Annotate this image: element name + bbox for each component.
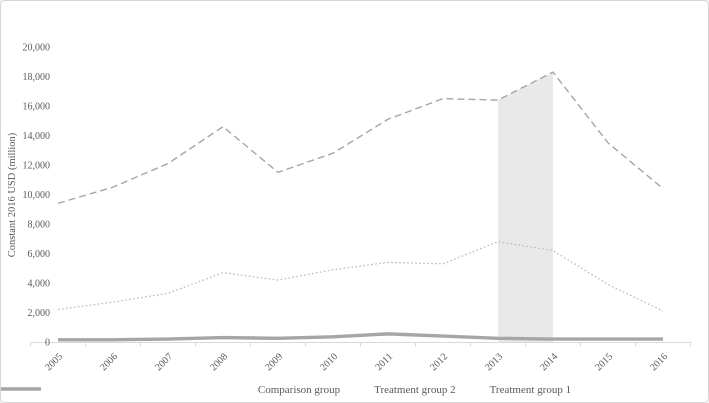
x-tick-label: 2005 xyxy=(43,351,65,373)
y-tick-label: 0 xyxy=(45,338,50,349)
y-tick-label: 6,000 xyxy=(28,249,51,260)
y-tick-label: 2,000 xyxy=(28,308,51,319)
x-tick-label: 2007 xyxy=(153,351,175,373)
x-tick-label: 2009 xyxy=(263,351,285,373)
treatment-group-1-line xyxy=(58,332,663,342)
x-tick-label: 2008 xyxy=(208,351,230,373)
chart-legend: Comparison group Treatment group 2 Treat… xyxy=(1,384,708,396)
y-axis-title: Constant 2016 USD (million) xyxy=(7,132,18,257)
legend-label: Comparison group xyxy=(257,384,341,396)
x-tick-label: 2012 xyxy=(428,351,450,373)
x-tick-label: 2015 xyxy=(593,351,615,373)
y-tick-label: 18,000 xyxy=(23,72,51,83)
x-tick-label: 2013 xyxy=(483,351,505,373)
treatment-group-2-line xyxy=(57,241,664,312)
legend-label: Treatment group 2 xyxy=(374,384,456,396)
x-tick-label: 2014 xyxy=(538,351,560,373)
legend-item-treatment-group-2: Treatment group 2 xyxy=(1,384,456,396)
comparison-group-line xyxy=(57,71,664,205)
solid-line-icon xyxy=(1,387,41,391)
y-tick-label: 14,000 xyxy=(23,131,51,142)
highlight-band xyxy=(498,72,553,342)
x-tick-label: 2006 xyxy=(98,351,120,373)
y-tick-label: 4,000 xyxy=(28,279,51,290)
x-tick-label: 2010 xyxy=(318,351,340,373)
legend-label: Treatment group 1 xyxy=(489,384,572,396)
y-tick-label: 16,000 xyxy=(23,102,51,113)
legend-item-treatment-group-1: Treatment group 1 xyxy=(1,384,572,396)
y-tick-label: 20,000 xyxy=(23,43,51,54)
y-tick-label: 10,000 xyxy=(23,190,51,201)
legend-item-comparison-group: Comparison group xyxy=(1,384,341,396)
x-tick-label: 2016 xyxy=(648,351,670,373)
y-tick-label: 8,000 xyxy=(28,220,51,231)
x-tick-label: 2011 xyxy=(373,351,395,373)
y-tick-label: 12,000 xyxy=(23,161,51,172)
